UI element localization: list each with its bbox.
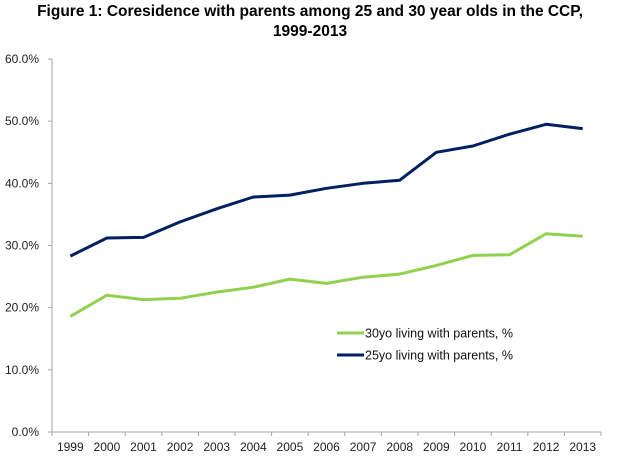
x-tick-label: 2012	[533, 440, 560, 454]
chart-title-line1: Figure 1: Coresidence with parents among…	[37, 3, 583, 20]
x-tick-label: 2011	[497, 440, 523, 454]
series-line-30yo	[69, 232, 583, 318]
x-tick-label: 1999	[57, 440, 84, 454]
x-tick-label: 2000	[94, 440, 121, 454]
x-tick-label: 2007	[350, 440, 377, 454]
legend-label: 25yo living with parents, %	[365, 349, 513, 363]
series-line-25yo	[69, 122, 583, 258]
x-tick-label: 2005	[277, 440, 304, 454]
x-tick-label: 2001	[130, 440, 157, 454]
y-tick-label: 10.0%	[5, 363, 39, 377]
series-lines	[69, 122, 583, 318]
x-tick-label: 2013	[569, 440, 596, 454]
x-tick-label: 2004	[240, 440, 267, 454]
legend-label: 30yo living with parents, %	[365, 327, 513, 341]
x-tick-label: 2006	[313, 440, 340, 454]
x-tick-label: 2002	[167, 440, 194, 454]
y-tick-label: 0.0%	[12, 425, 40, 439]
chart-title-line2: 1999-2013	[272, 23, 348, 40]
x-tick-label: 2009	[423, 440, 450, 454]
x-tick-label: 2008	[386, 440, 413, 454]
y-tick-label: 30.0%	[5, 239, 39, 253]
x-tick-label: 2010	[460, 440, 487, 454]
x-tick-label: 2003	[203, 440, 230, 454]
legend: 30yo living with parents, % 25yo living w…	[337, 327, 513, 363]
y-tick-label: 20.0%	[5, 301, 39, 315]
y-tick-label: 50.0%	[5, 114, 39, 128]
axes: 0.0% 10.0% 20.0% 30.0% 40.0% 50.0% 60.0% 1999 20…	[5, 52, 602, 454]
chart-title: Figure 1: Coresidence with parents among…	[0, 2, 620, 42]
y-tick-label: 40.0%	[5, 176, 39, 190]
y-tick-label: 60.0%	[5, 52, 39, 66]
